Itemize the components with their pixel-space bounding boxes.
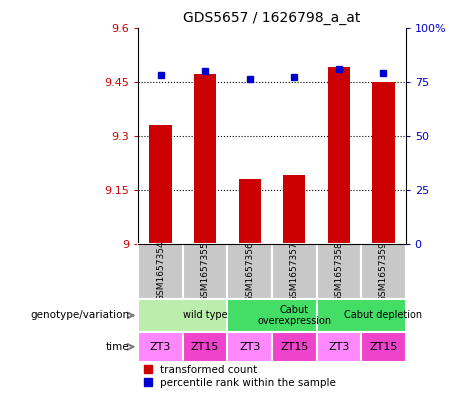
- Bar: [361, 244, 406, 299]
- Bar: [272, 244, 317, 299]
- Text: GSM1657356: GSM1657356: [245, 241, 254, 301]
- Text: wild type: wild type: [183, 310, 227, 320]
- Bar: [317, 244, 361, 299]
- Text: Cabut depletion: Cabut depletion: [344, 310, 422, 320]
- Text: ZT3: ZT3: [328, 342, 349, 352]
- Bar: [317, 332, 361, 362]
- Bar: [227, 244, 272, 299]
- Text: genotype/variation: genotype/variation: [30, 310, 129, 320]
- Text: GSM1657355: GSM1657355: [201, 241, 210, 301]
- Bar: [272, 332, 317, 362]
- Legend: transformed count, percentile rank within the sample: transformed count, percentile rank withi…: [143, 365, 336, 388]
- Text: GSM1657358: GSM1657358: [334, 241, 343, 301]
- Bar: [283, 175, 306, 244]
- Text: GSM1657359: GSM1657359: [379, 241, 388, 301]
- Text: ZT3: ZT3: [239, 342, 260, 352]
- Bar: [361, 332, 406, 362]
- Bar: [138, 299, 227, 332]
- Text: ZT15: ZT15: [369, 342, 397, 352]
- Text: ZT15: ZT15: [280, 342, 308, 352]
- Bar: [194, 74, 216, 244]
- Text: ZT3: ZT3: [150, 342, 171, 352]
- Bar: [149, 125, 171, 244]
- Bar: [372, 81, 395, 244]
- Text: ZT15: ZT15: [191, 342, 219, 352]
- Bar: [183, 332, 227, 362]
- Bar: [183, 244, 227, 299]
- Bar: [138, 244, 183, 299]
- Text: GSM1657354: GSM1657354: [156, 241, 165, 301]
- Bar: [328, 67, 350, 244]
- Bar: [138, 332, 183, 362]
- Text: GSM1657357: GSM1657357: [290, 241, 299, 301]
- Bar: [239, 179, 261, 244]
- Bar: [227, 332, 272, 362]
- Text: time: time: [106, 342, 129, 352]
- Text: Cabut
overexpression: Cabut overexpression: [257, 305, 331, 326]
- Title: GDS5657 / 1626798_a_at: GDS5657 / 1626798_a_at: [183, 11, 361, 25]
- Bar: [317, 299, 406, 332]
- Bar: [227, 299, 317, 332]
